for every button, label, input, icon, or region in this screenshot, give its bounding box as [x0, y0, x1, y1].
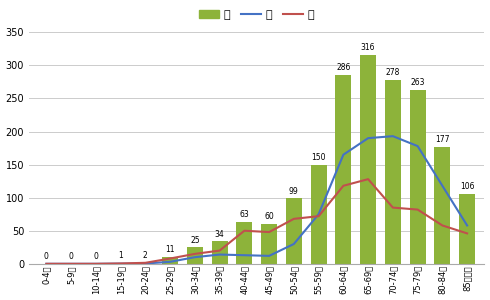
Text: 34: 34: [215, 230, 224, 239]
Text: 11: 11: [165, 245, 175, 254]
Text: 0: 0: [44, 252, 49, 261]
Bar: [459, 194, 475, 264]
Bar: [335, 75, 351, 264]
Text: 1: 1: [118, 251, 123, 260]
Text: 0: 0: [94, 252, 98, 261]
Legend: 計, 男, 女: 計, 男, 女: [195, 5, 319, 24]
Bar: [162, 256, 178, 264]
Text: 316: 316: [361, 43, 375, 52]
Text: 99: 99: [289, 187, 299, 196]
Bar: [261, 224, 277, 264]
Bar: [385, 80, 401, 264]
Bar: [236, 222, 252, 264]
Text: 177: 177: [435, 135, 450, 144]
Bar: [434, 147, 450, 264]
Text: 263: 263: [410, 78, 425, 87]
Bar: [137, 262, 153, 264]
Bar: [311, 165, 327, 264]
Text: 2: 2: [143, 251, 148, 260]
Text: 0: 0: [69, 252, 74, 261]
Bar: [212, 241, 228, 264]
Text: 63: 63: [240, 211, 249, 220]
Bar: [360, 55, 376, 264]
Text: 150: 150: [311, 153, 326, 162]
Bar: [113, 263, 129, 264]
Text: 60: 60: [264, 212, 274, 221]
Bar: [410, 90, 426, 264]
Text: 286: 286: [336, 63, 350, 72]
Bar: [187, 247, 203, 264]
Text: 106: 106: [460, 182, 474, 191]
Bar: [286, 198, 302, 264]
Text: 25: 25: [190, 236, 200, 244]
Text: 278: 278: [386, 68, 400, 77]
